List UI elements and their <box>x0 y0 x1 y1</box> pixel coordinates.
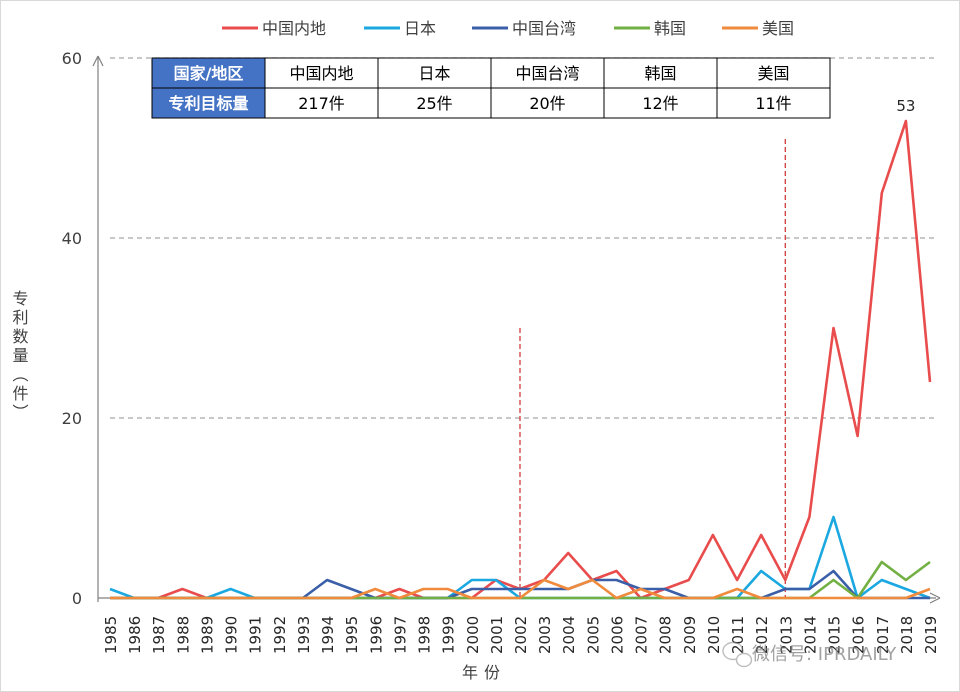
x-tick-label: 1993 <box>295 616 313 654</box>
x-tick-label: 1999 <box>440 616 458 654</box>
x-tick-label: 2004 <box>560 616 578 654</box>
table-cell-text: 美国 <box>757 64 789 83</box>
legend-label: 美国 <box>762 19 794 38</box>
x-tick-label: 2015 <box>826 616 844 654</box>
table-cell <box>377 57 492 89</box>
x-tick-label: 1985 <box>102 616 120 654</box>
x-tick-label: 1994 <box>319 616 337 654</box>
legend-label: 中国内地 <box>262 19 326 38</box>
table-cell-text: 中国内地 <box>289 64 353 83</box>
x-tick-label: 2012 <box>753 616 771 654</box>
x-tick-label: 1998 <box>416 616 434 654</box>
y-axis-title: 专利数量（件） <box>10 290 29 423</box>
table-cell <box>716 87 831 119</box>
table-cell <box>603 87 718 119</box>
x-tick-label: 1990 <box>223 616 241 654</box>
x-tick-label: 2009 <box>681 616 699 654</box>
x-tick-label: 1996 <box>367 616 385 654</box>
watermark-text: 微信号: IPRDAILY <box>752 644 897 665</box>
x-tick-label: 1987 <box>150 616 168 654</box>
table-cell <box>264 57 379 89</box>
table-cell <box>490 57 605 89</box>
x-tick-label: 2003 <box>536 616 554 654</box>
x-tick-label: 2007 <box>633 616 651 654</box>
x-tick-label: 1997 <box>391 616 409 654</box>
x-tick-label: 2002 <box>512 616 530 654</box>
x-tick-label: 2001 <box>488 616 506 654</box>
table-cell <box>151 87 266 119</box>
table-cell-text: 国家/地区 <box>174 64 244 83</box>
table-cell-text: 11件 <box>755 94 791 113</box>
table-cell-text: 日本 <box>418 64 450 83</box>
table-cell-text: 韩国 <box>644 64 676 83</box>
x-tick-label: 2019 <box>922 616 940 654</box>
x-tick-label: 2017 <box>874 616 892 654</box>
x-tick-label: 1995 <box>343 616 361 654</box>
x-tick-label: 2010 <box>705 616 723 654</box>
wechat-bubble-large <box>722 641 744 661</box>
x-tick-label: 2008 <box>657 616 675 654</box>
y-tick-label: 20 <box>62 409 82 428</box>
y-axis-arrow <box>92 55 104 67</box>
x-tick-label: 2014 <box>801 616 819 654</box>
x-axis-title: 年份 <box>462 663 506 682</box>
table-cell-text: 专利目标量 <box>168 94 248 113</box>
table-cell-text: 25件 <box>416 94 452 113</box>
x-tick-label: 2006 <box>608 616 626 654</box>
x-tick-label: 1988 <box>174 616 192 654</box>
legend-label: 日本 <box>404 19 436 38</box>
table-cell <box>377 87 492 119</box>
x-tick-label: 2013 <box>777 616 795 654</box>
x-axis-arrow <box>929 592 941 604</box>
x-tick-label: 2000 <box>464 616 482 654</box>
series-line <box>110 578 931 600</box>
y-tick-label: 40 <box>62 229 82 248</box>
wechat-bubble-small <box>735 652 753 668</box>
table-cell-text: 中国台湾 <box>515 64 579 83</box>
legend-label: 中国台湾 <box>512 19 576 38</box>
x-tick-label: 1989 <box>198 616 216 654</box>
x-tick-label: 2011 <box>729 616 747 654</box>
table-cell-text: 20件 <box>529 94 565 113</box>
y-tick-label: 60 <box>62 49 82 68</box>
y-tick-label: 0 <box>72 589 82 608</box>
table-cell-text: 12件 <box>642 94 678 113</box>
x-tick-label: 2018 <box>898 616 916 654</box>
data-label: 53 <box>896 97 915 115</box>
legend-label: 韩国 <box>654 19 686 38</box>
x-tick-label: 1992 <box>271 616 289 654</box>
wechat-icon <box>722 641 753 668</box>
x-tick-label: 1986 <box>126 616 144 654</box>
series-line <box>110 119 932 600</box>
x-tick-label: 2016 <box>850 616 868 654</box>
table-cell-text: 217件 <box>298 94 345 113</box>
x-tick-label: 1991 <box>247 616 265 654</box>
x-tick-label: 2005 <box>584 616 602 654</box>
